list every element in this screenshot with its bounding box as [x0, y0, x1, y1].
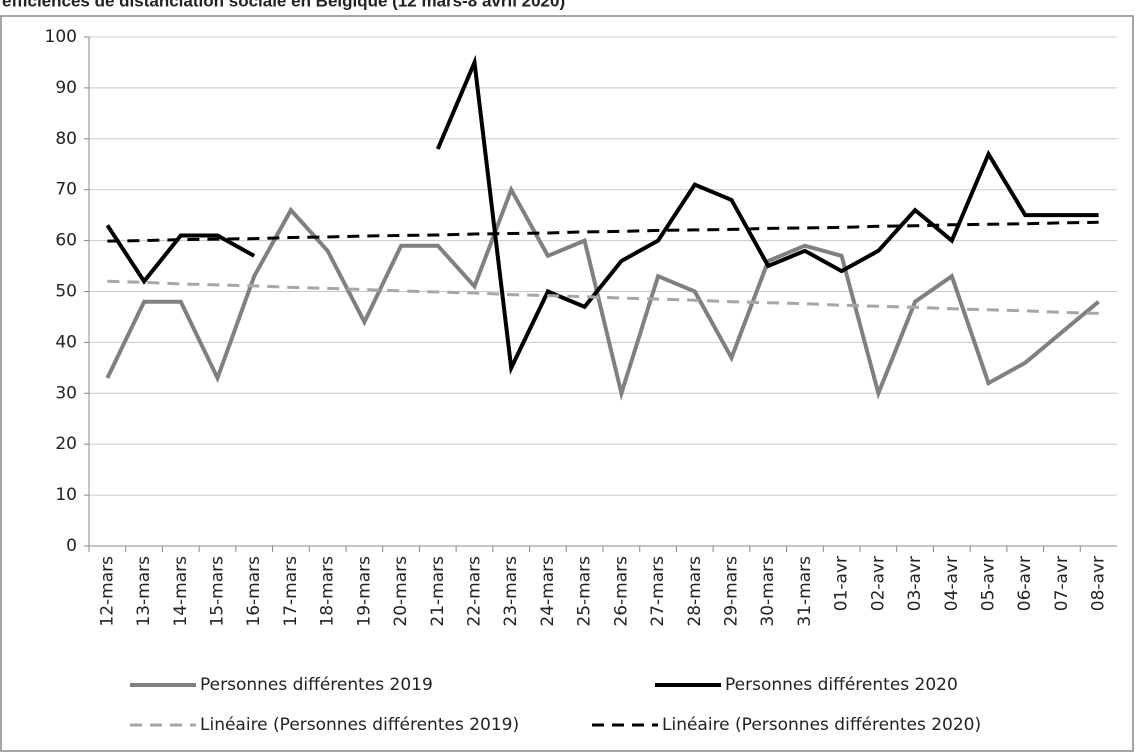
legend-label: Linéaire (Personnes différentes 2020) — [662, 715, 981, 735]
y-tick-label: 80 — [55, 129, 77, 149]
legend-label: Personnes différentes 2020 — [725, 675, 958, 695]
trend-line — [107, 279, 1099, 315]
x-tick-label: 04-avr — [942, 556, 962, 611]
y-tick-label: 10 — [55, 485, 77, 505]
series-line — [105, 54, 1099, 375]
x-tick-label: 03-avr — [905, 556, 925, 611]
y-tick-label: 0 — [66, 536, 77, 556]
x-tick-label: 25-mars — [575, 556, 595, 627]
x-tick-label: 06-avr — [1015, 556, 1035, 611]
x-tick-label: 28-mars — [685, 556, 705, 627]
y-tick-label: 20 — [55, 434, 77, 454]
y-tick-label: 50 — [55, 282, 77, 302]
x-tick-label: 05-avr — [979, 556, 999, 611]
x-tick-label: 18-mars — [318, 556, 338, 627]
trend-line — [107, 220, 1099, 243]
x-tick-label: 26-mars — [611, 556, 631, 627]
y-tick-label: 40 — [55, 332, 77, 352]
x-tick-label: 23-mars — [501, 556, 521, 627]
x-tick-label: 19-mars — [354, 556, 374, 627]
x-tick-label: 16-mars — [244, 556, 264, 627]
chart-border — [0, 15, 1134, 752]
x-tick-label: 02-avr — [868, 556, 888, 611]
y-tick-label: 90 — [55, 78, 77, 98]
x-tick-label: 13-mars — [134, 556, 154, 627]
x-tick-label: 29-mars — [722, 556, 742, 627]
chart-title: efficiences de distanciation sociale en … — [2, 0, 565, 10]
x-tick-label: 15-mars — [208, 556, 228, 627]
legend-label: Personnes différentes 2019 — [200, 675, 433, 695]
x-tick-label: 30-mars — [758, 556, 778, 627]
y-tick-label: 100 — [45, 27, 77, 47]
x-tick-label: 01-avr — [832, 556, 852, 611]
x-tick-label: 14-mars — [171, 556, 191, 627]
legend-label: Linéaire (Personnes différentes 2019) — [200, 715, 519, 735]
x-tick-label: 17-mars — [281, 556, 301, 627]
x-tick-label: 27-mars — [648, 556, 668, 627]
series-line — [105, 184, 1100, 401]
y-tick-label: 60 — [55, 231, 77, 251]
x-tick-label: 07-avr — [1052, 556, 1072, 611]
x-tick-label: 24-mars — [538, 556, 558, 627]
x-tick-label: 21-mars — [428, 556, 448, 627]
x-tick-label: 22-mars — [465, 556, 485, 627]
y-tick-label: 30 — [55, 383, 77, 403]
x-tick-label: 08-avr — [1089, 556, 1109, 611]
x-tick-label: 12-mars — [97, 556, 117, 627]
x-tick-label: 31-mars — [795, 556, 815, 627]
x-tick-label: 20-mars — [391, 556, 411, 627]
y-tick-label: 70 — [55, 180, 77, 200]
